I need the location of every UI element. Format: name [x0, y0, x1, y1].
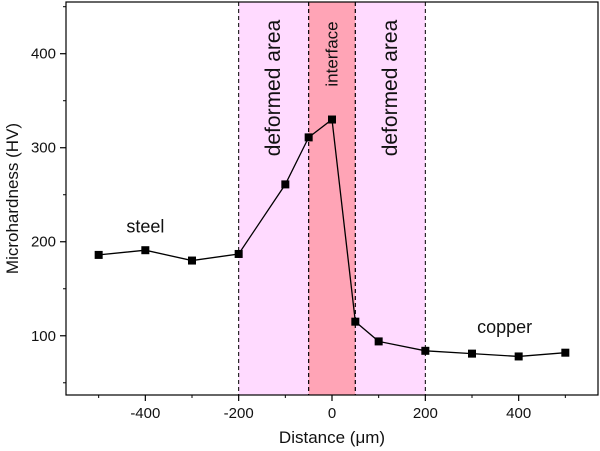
x-tick-label: 0	[328, 405, 336, 422]
x-tick-label: -200	[224, 405, 254, 422]
y-tick-label: 400	[31, 46, 56, 63]
data-point	[304, 133, 313, 142]
data-point	[328, 115, 336, 124]
data-point	[188, 256, 196, 265]
ticks-layer: -400 -200 0 200 400 100 200 300 400	[31, 6, 566, 422]
data-point	[281, 180, 290, 189]
region-label: deformed area	[262, 19, 285, 156]
regions-layer: deformed area interface deformed area	[238, 2, 426, 395]
data-point	[234, 249, 243, 258]
x-tick-label: 200	[413, 405, 438, 422]
data-point	[94, 250, 103, 259]
annotation-layer: steel copper	[126, 216, 532, 337]
y-axis-title: Microhardness (HV)	[3, 123, 22, 274]
data-point	[421, 346, 430, 355]
y-tick-label: 300	[31, 140, 56, 157]
region-band	[355, 2, 426, 395]
region-label: deformed area	[379, 19, 402, 156]
data-point	[374, 337, 383, 346]
x-tick-label: 400	[506, 405, 531, 422]
copper-label: copper	[477, 317, 532, 337]
region-band	[308, 2, 356, 395]
region-label: interface	[323, 21, 342, 86]
x-axis-title: Distance (μm)	[279, 428, 385, 447]
data-point	[561, 348, 570, 357]
data-point	[351, 317, 360, 326]
x-tick-label: -400	[130, 405, 160, 422]
steel-label: steel	[126, 216, 164, 236]
data-point	[468, 349, 476, 358]
data-point	[514, 352, 523, 361]
series-layer	[94, 115, 570, 361]
data-point	[141, 246, 150, 255]
y-tick-label: 200	[31, 234, 56, 251]
region-band	[238, 2, 309, 395]
y-tick-label: 100	[31, 328, 56, 345]
